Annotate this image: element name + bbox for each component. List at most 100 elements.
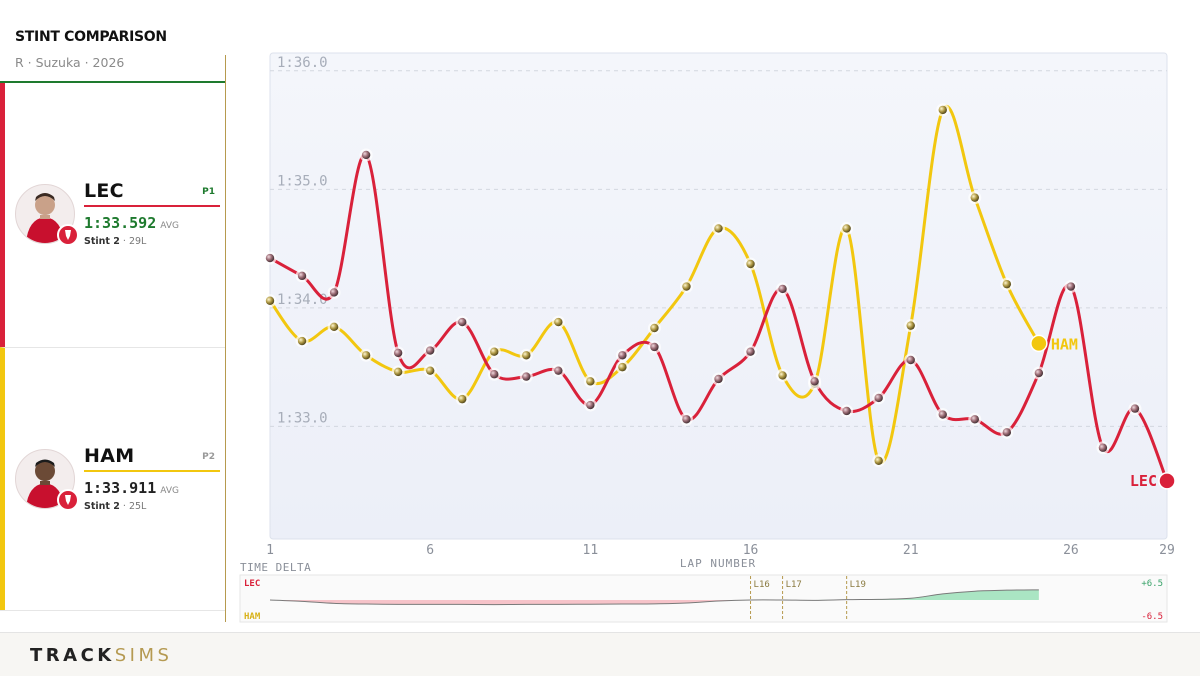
y-tick-label: 1:36.0	[277, 55, 328, 71]
x-tick-label: 26	[1063, 543, 1079, 558]
data-point-ham	[586, 377, 595, 386]
x-tick-label: 21	[903, 543, 919, 558]
delta-area-lec	[270, 589, 1039, 600]
x-tick-label: 1	[266, 543, 274, 558]
data-point-ham	[970, 193, 979, 202]
laps-ham: 25L	[128, 501, 147, 512]
y-axis-ticks: 1:33.0 1:34.0 1:35.0 1:36.0	[277, 55, 328, 427]
data-point-lec	[393, 348, 403, 358]
x-axis-label: LAP NUMBER	[680, 557, 756, 570]
end-label-ham: HAM	[1051, 335, 1078, 353]
data-point-lec	[746, 347, 755, 356]
data-point-ham	[297, 336, 307, 346]
laps-lec: 29L	[128, 236, 147, 247]
data-point-lec	[1034, 368, 1044, 378]
avatar-ham	[15, 449, 75, 509]
data-point-ham	[1002, 279, 1012, 289]
data-point-ham	[682, 282, 691, 291]
data-point-lec	[650, 342, 659, 352]
data-point-ham	[714, 224, 723, 233]
brand-part-b: SIMS	[114, 645, 173, 666]
x-axis-ticks: 1 6 11 16 21 26 29	[266, 543, 1175, 558]
data-point-lec	[618, 351, 627, 360]
series-layer: HAM LEC	[263, 103, 1176, 490]
data-point-lec	[265, 253, 275, 263]
avg-label-ham: AVG	[160, 486, 179, 496]
stint-label-lec: Stint 2	[84, 236, 120, 247]
delta-layer: L16 L17 L19 LEC HAM +6.5 -6.5	[244, 576, 1163, 622]
data-point-lec	[586, 400, 595, 410]
data-point-lec	[1066, 282, 1076, 291]
avg-value-ham: 1:33.911	[84, 479, 157, 497]
avg-time-lec: 1:33.592 AVG	[84, 214, 179, 232]
data-point-ham	[393, 367, 403, 377]
delta-line	[269, 589, 1039, 606]
driver-code-lec: LEC	[84, 180, 124, 202]
driver-card-ham[interactable]: HAM P2 1:33.911 AVG Stint 2 · 25L	[0, 347, 225, 611]
data-point-lec	[458, 317, 467, 327]
data-point-ham	[778, 371, 787, 380]
data-point-lec	[938, 410, 947, 419]
card-divider	[0, 610, 225, 611]
y-tick-label: 1:35.0	[277, 173, 328, 189]
delta-value-bottom: -6.5	[1141, 612, 1163, 622]
delta-label-bottom: HAM	[244, 612, 261, 622]
data-point-lec	[1130, 404, 1140, 413]
data-point-lec	[906, 355, 915, 365]
page-subtitle: R · Suzuka · 2026	[15, 55, 125, 70]
header-divider	[0, 81, 226, 83]
plot-area	[269, 52, 1168, 540]
avg-label-lec: AVG	[160, 221, 179, 231]
data-point-lec	[1098, 443, 1108, 452]
y-tick-label: 1:33.0	[277, 410, 328, 426]
delta-marker-label: L19	[850, 580, 866, 590]
data-point-ham	[906, 321, 915, 330]
position-badge-lec: P1	[202, 187, 215, 197]
delta-value-top: +6.5	[1141, 579, 1163, 589]
data-point-ham	[618, 362, 627, 372]
data-point-lec	[810, 377, 819, 386]
driver-card-lec[interactable]: LEC P1 1:33.592 AVG Stint 2 · 29L	[0, 83, 225, 347]
driver-underline-lec	[84, 205, 220, 207]
footer: TRACKSIMS	[0, 632, 1200, 676]
data-point-ham	[265, 296, 275, 305]
ferrari-badge-icon	[57, 489, 79, 511]
data-point-lec	[554, 366, 563, 375]
x-tick-label: 6	[426, 543, 434, 558]
data-point-ham	[425, 366, 435, 375]
data-point-ham	[522, 351, 531, 360]
data-point-ham	[490, 347, 499, 356]
driver-code-ham: HAM	[84, 445, 135, 467]
data-point-lec	[425, 346, 435, 355]
panel-divider	[225, 55, 226, 622]
data-point-lec	[714, 374, 723, 384]
brand-part-a: TRACK	[30, 645, 115, 666]
data-point-lec	[329, 288, 339, 297]
data-point-ham	[746, 259, 755, 269]
data-point-lec	[1002, 428, 1012, 437]
data-point-lec	[297, 271, 307, 281]
delta-marker-label: L16	[754, 580, 770, 590]
end-point-lec	[1158, 472, 1176, 490]
x-tick-label: 29	[1159, 543, 1175, 558]
data-point-ham	[554, 317, 563, 327]
delta-marker-label: L17	[786, 580, 802, 590]
data-point-lec	[778, 284, 787, 294]
ferrari-badge-icon	[57, 224, 79, 246]
end-label-lec: LEC	[1130, 472, 1157, 490]
delta-area-ham	[270, 600, 1039, 605]
data-point-ham	[874, 456, 883, 465]
data-point-ham	[842, 224, 851, 233]
stint-info-ham: Stint 2 · 25L	[84, 501, 147, 512]
driver-panel: STINT COMPARISON R · Suzuka · 2026 LEC P…	[0, 0, 226, 622]
stint-info-lec: Stint 2 · 29L	[84, 236, 147, 247]
delta-label-top: LEC	[244, 579, 260, 589]
end-point-ham	[1030, 334, 1048, 353]
position-badge-ham: P2	[202, 452, 215, 462]
data-point-lec	[490, 370, 499, 379]
avg-time-ham: 1:33.911 AVG	[84, 479, 179, 497]
data-point-lec	[682, 415, 691, 424]
x-tick-label: 11	[583, 543, 599, 558]
x-tick-label: 16	[743, 543, 759, 558]
